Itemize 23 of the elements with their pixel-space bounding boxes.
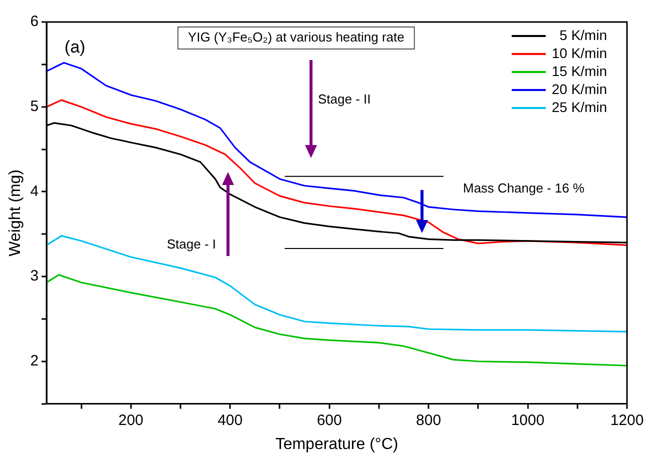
- legend-label: 20 K/min: [552, 80, 607, 97]
- annotation: (a): [64, 38, 86, 57]
- x-tick-label: 200: [118, 412, 144, 429]
- legend-label: 10 K/min: [552, 44, 607, 61]
- y-tick-label: 5: [30, 98, 39, 115]
- annotation: Stage - II: [318, 92, 371, 107]
- x-tick-label: 600: [316, 412, 342, 429]
- text: YIG (Y₃Fe₅O₂) at various heating rate: [188, 30, 404, 45]
- y-tick-label: 6: [30, 13, 39, 30]
- annotation: Stage - I: [166, 236, 216, 252]
- x-tick-label: 400: [218, 412, 243, 429]
- x-tick-label: 1200: [610, 412, 644, 429]
- x-tick-label: 1000: [511, 412, 544, 429]
- x-axis-title: Temperature (°C): [275, 436, 398, 453]
- x-tick-label: 800: [416, 412, 442, 429]
- annotation: Mass Change - 16 %: [463, 180, 585, 196]
- y-axis-title: Weight (mg): [7, 169, 24, 256]
- y-tick-label: 3: [30, 268, 39, 285]
- legend-label: 15 K/min: [552, 62, 607, 79]
- legend-label: 25 K/min: [552, 98, 607, 115]
- legend-label: 5 K/min: [560, 26, 607, 43]
- y-tick-label: 2: [30, 352, 39, 370]
- y-tick-label: 4: [30, 182, 39, 200]
